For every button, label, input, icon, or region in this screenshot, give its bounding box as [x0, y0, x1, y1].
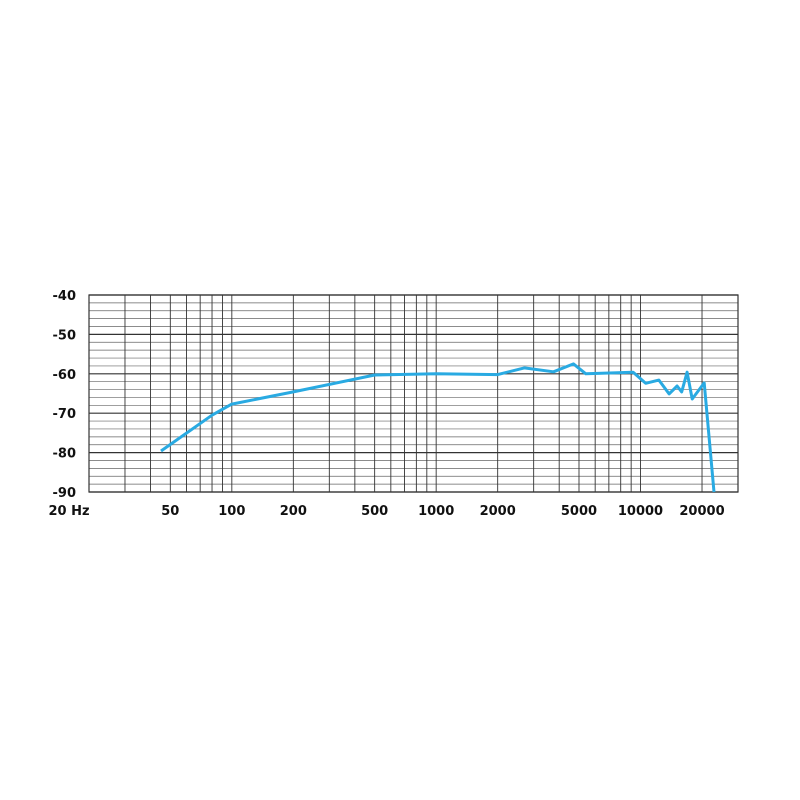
x-tick-label: 20 Hz — [48, 504, 89, 519]
y-tick-label: -60 — [53, 368, 77, 383]
x-tick-label: 5000 — [561, 504, 597, 519]
x-tick-label: 20000 — [679, 504, 724, 519]
x-tick-label: 1000 — [418, 504, 454, 519]
x-tick-label: 100 — [218, 504, 245, 519]
y-axis-ticks: -40 -50 -60 -70 -80 -90 — [53, 289, 77, 501]
x-tick-label: 50 — [161, 504, 179, 519]
y-tick-label: -40 — [53, 289, 77, 304]
x-axis-ticks: 20 Hz 50 100 200 500 1000 2000 5000 10000 20000 — [48, 504, 724, 519]
plot-border — [88, 294, 739, 493]
x-tick-label: 500 — [361, 504, 388, 519]
series-group — [160, 362, 716, 493]
y-tick-label: -80 — [53, 447, 77, 462]
x-tick-label: 10000 — [618, 504, 663, 519]
y-tick-label: -90 — [53, 486, 77, 501]
y-tick-label: -50 — [53, 328, 77, 343]
y-tick-label: -70 — [53, 407, 77, 422]
grid — [88, 294, 739, 493]
x-tick-label: 2000 — [480, 504, 516, 519]
x-tick-label: 200 — [280, 504, 307, 519]
